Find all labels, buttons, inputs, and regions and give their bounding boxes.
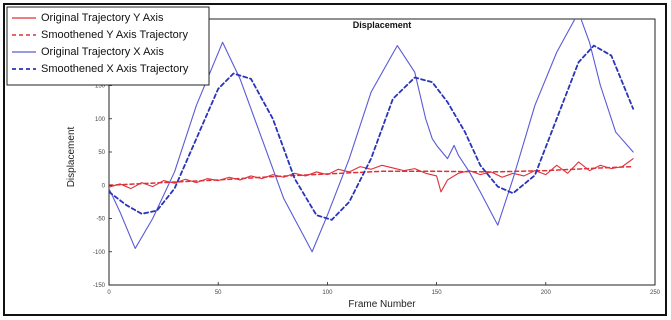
displacement-chart: Displacement 0 50 100 150 200 250 -150 -100 -50… xyxy=(6,6,661,310)
y-axis-tick-label: -50 xyxy=(96,217,105,223)
y-axis-tick-label: -100 xyxy=(93,250,106,256)
series-smoothened-y-line xyxy=(109,165,634,186)
x-axis-tick-label: 150 xyxy=(432,290,443,296)
y-axis-tick-label: 150 xyxy=(95,84,106,90)
chart-figure: Displacement 0 50 100 150 200 250 -150 -100 -50… xyxy=(3,3,667,316)
x-axis-tick-label: 0 xyxy=(107,290,111,296)
x-axis-tick-label: 100 xyxy=(322,290,333,296)
legend-label-smoothened-y: Smoothened Y Axis Trajectory xyxy=(41,29,188,41)
y-axis-title: Displacement xyxy=(66,126,77,187)
x-axis-tick-label: 50 xyxy=(215,290,222,296)
series-original-y-line xyxy=(109,158,634,193)
chart-title: Displacement xyxy=(353,20,412,30)
series-smoothened-x-line xyxy=(109,44,635,221)
legend-label-original-x: Original Trajectory X Axis xyxy=(41,46,164,58)
y-axis-tick-label: 0 xyxy=(102,183,106,189)
y-axis-tick-label: -150 xyxy=(93,283,106,289)
x-axis-tick-label: 250 xyxy=(650,290,661,296)
legend-label-original-y: Original Trajectory Y Axis xyxy=(41,12,164,24)
y-axis-tick-label: 100 xyxy=(95,117,106,123)
legend-box xyxy=(6,6,210,86)
x-axis-title: Frame Number xyxy=(348,299,416,310)
x-axis-tick-label: 200 xyxy=(541,290,552,296)
y-axis-tick-label: 50 xyxy=(98,150,105,156)
legend: Original Trajectory Y Axis Smoothened Y … xyxy=(6,6,210,86)
legend-label-smoothened-x: Smoothened X Axis Trajectory xyxy=(41,63,189,75)
